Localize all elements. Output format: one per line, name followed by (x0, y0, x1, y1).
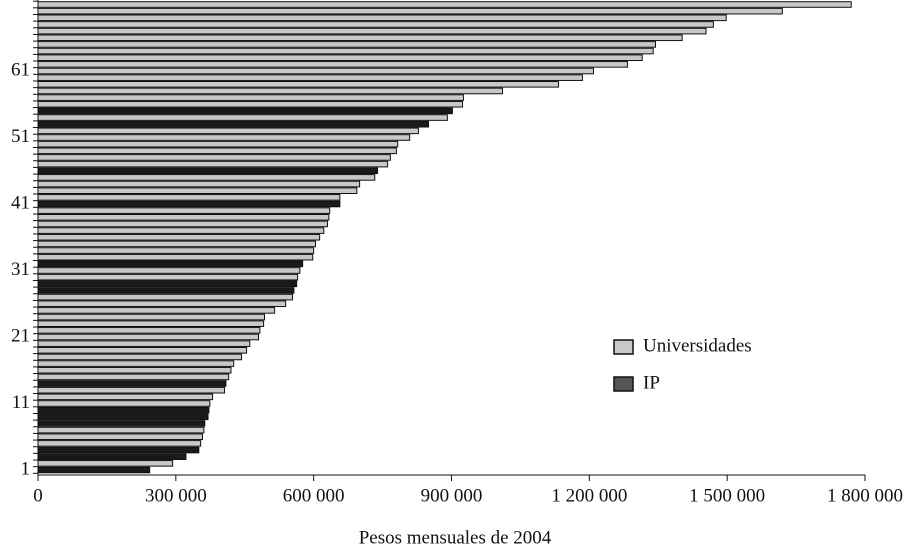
bar (37, 313, 266, 321)
legend-swatch (613, 376, 634, 392)
bar (37, 227, 325, 234)
bar (37, 446, 200, 454)
bar (37, 386, 226, 394)
bar (37, 353, 243, 361)
bar (37, 307, 276, 314)
bar (37, 300, 287, 308)
bar (37, 100, 464, 108)
bar (37, 287, 295, 294)
bar (37, 460, 174, 467)
bar (37, 453, 187, 460)
x-tick-label: 1 800 000 (827, 485, 903, 506)
bar (37, 333, 260, 341)
y-tick-label: 51 (11, 126, 30, 147)
bar (37, 413, 209, 421)
bar (37, 273, 299, 281)
bar (37, 147, 397, 155)
bar (37, 54, 643, 62)
bar (37, 47, 654, 55)
y-tick-label: 31 (11, 259, 30, 280)
bar (37, 253, 314, 261)
bar (37, 233, 321, 241)
y-tick-label: 61 (11, 59, 30, 80)
bar (37, 433, 203, 441)
bar (37, 34, 683, 42)
bar (37, 347, 248, 354)
bar (37, 280, 298, 288)
bar (37, 1, 852, 8)
bar (37, 406, 210, 414)
bar (37, 393, 214, 401)
bar (37, 340, 251, 347)
bar (37, 174, 376, 181)
x-tick-label: 1 500 000 (689, 485, 765, 506)
bar (37, 366, 232, 374)
bar (37, 120, 430, 128)
bar (37, 260, 304, 268)
legend-label: Universidades (643, 335, 752, 356)
legend-swatch (613, 339, 634, 355)
bar (37, 14, 727, 22)
bar (37, 207, 331, 214)
y-tick-label: 1 (21, 458, 31, 479)
bar (37, 7, 783, 15)
bar (37, 180, 361, 188)
bar (37, 87, 503, 95)
bar (37, 220, 328, 228)
x-tick-label: 0 (33, 485, 43, 506)
bar (37, 114, 448, 121)
bar (37, 420, 206, 427)
bar (37, 154, 391, 161)
bar (37, 134, 411, 141)
x-tick-label: 900 000 (421, 485, 483, 506)
bar (37, 247, 315, 254)
x-tick-label: 300 000 (145, 485, 207, 506)
bar (37, 127, 419, 135)
bar (37, 107, 453, 115)
bar (37, 240, 317, 248)
bar (37, 293, 294, 301)
bar (37, 214, 330, 221)
bar (37, 400, 211, 407)
bar (37, 61, 628, 68)
bar (37, 380, 227, 387)
bar (37, 360, 235, 367)
bar (37, 140, 399, 148)
bar (37, 327, 261, 334)
bar (37, 81, 560, 88)
x-tick-label: 1 200 000 (551, 485, 627, 506)
x-axis-title: Pesos mensuales de 2004 (359, 527, 552, 548)
bar (37, 194, 341, 201)
bar (37, 466, 151, 474)
bar (37, 426, 205, 434)
bar (37, 160, 389, 168)
x-tick-label: 600 000 (283, 485, 345, 506)
y-tick-label: 21 (11, 325, 30, 346)
bar (37, 320, 265, 327)
bar (37, 67, 594, 75)
y-tick-label: 11 (12, 392, 30, 413)
legend-label: IP (643, 372, 660, 393)
bar (37, 27, 707, 35)
bar (37, 373, 230, 381)
bar (37, 74, 583, 81)
bar (37, 200, 341, 208)
bar (37, 187, 358, 194)
bar (37, 440, 202, 447)
bar (37, 94, 464, 101)
bar (37, 41, 656, 48)
bar (37, 167, 379, 175)
bar (37, 267, 301, 274)
y-tick-label: 41 (11, 192, 30, 213)
bar (37, 21, 714, 28)
